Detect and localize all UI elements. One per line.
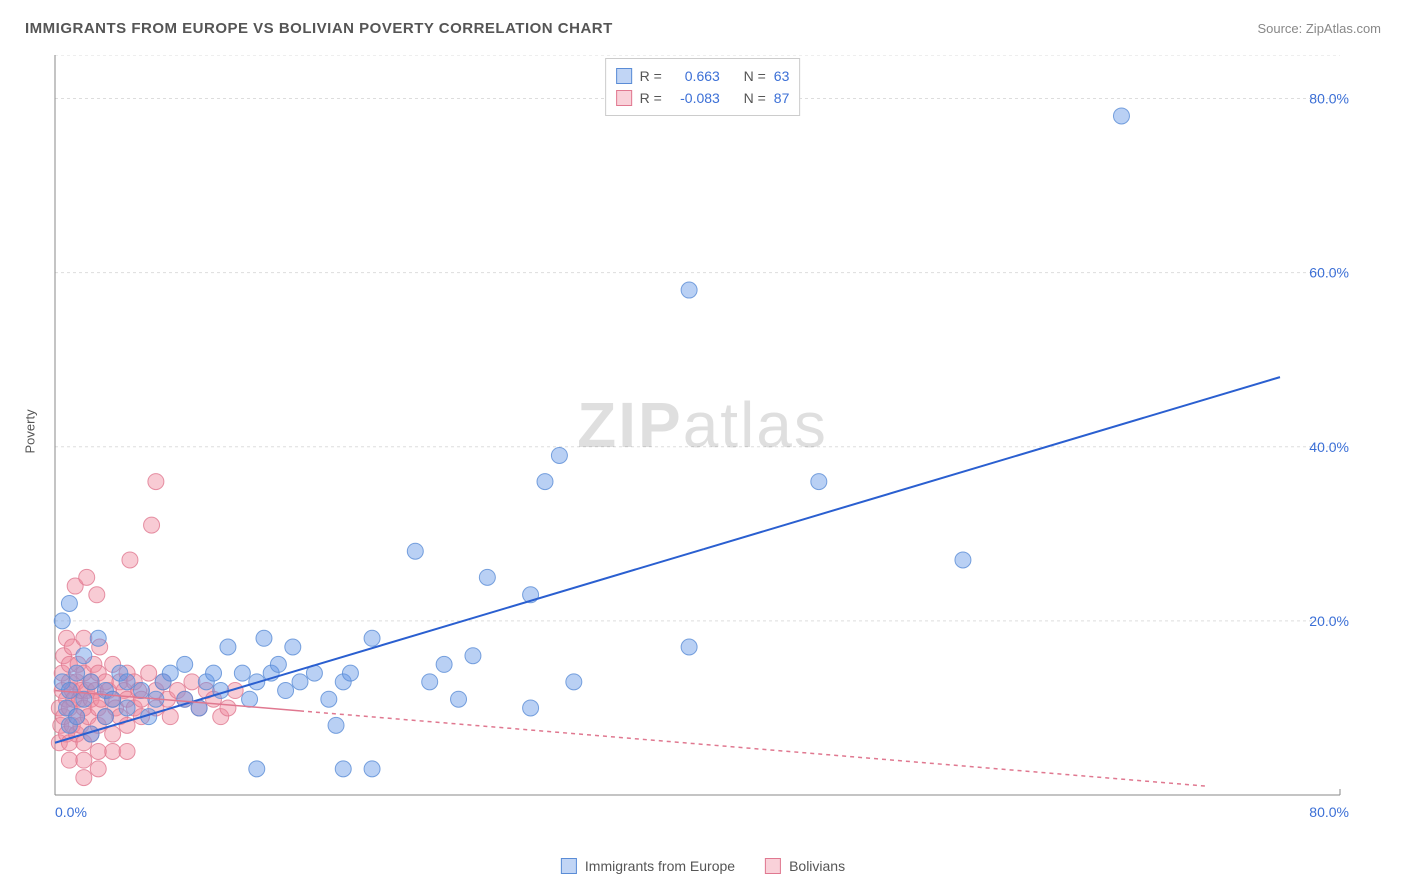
svg-text:20.0%: 20.0% bbox=[1309, 613, 1349, 629]
swatch-pink-icon bbox=[765, 858, 781, 874]
y-axis-label: Poverty bbox=[23, 409, 38, 453]
legend-label-1: Immigrants from Europe bbox=[585, 858, 735, 874]
legend-item-bolivians: Bolivians bbox=[765, 858, 845, 874]
swatch-blue-icon bbox=[561, 858, 577, 874]
chart-title: IMMIGRANTS FROM EUROPE VS BOLIVIAN POVER… bbox=[25, 20, 613, 37]
stat-r-label-2: R = bbox=[640, 87, 662, 109]
swatch-blue-icon bbox=[616, 68, 632, 84]
stat-n-label: N = bbox=[744, 65, 766, 87]
scatter-chart: 20.0% 40.0% 60.0% 80.0% 0.0% 80.0% bbox=[50, 55, 1355, 825]
stat-n-value-2: 87 bbox=[774, 87, 790, 109]
svg-text:40.0%: 40.0% bbox=[1309, 439, 1349, 455]
legend-item-europe: Immigrants from Europe bbox=[561, 858, 735, 874]
svg-text:80.0%: 80.0% bbox=[1309, 91, 1349, 107]
svg-text:60.0%: 60.0% bbox=[1309, 265, 1349, 281]
source-label: Source: ZipAtlas.com bbox=[1257, 21, 1381, 36]
chart-area: R = 0.663 N = 63 R = -0.083 N = 87 ZIPat… bbox=[50, 55, 1355, 825]
stat-n-value-1: 63 bbox=[774, 65, 790, 87]
svg-text:80.0%: 80.0% bbox=[1309, 804, 1349, 820]
stat-r-label: R = bbox=[640, 65, 662, 87]
stat-n-label-2: N = bbox=[744, 87, 766, 109]
legend-label-2: Bolivians bbox=[789, 858, 845, 874]
stats-row-series-1: R = 0.663 N = 63 bbox=[616, 65, 790, 87]
stat-r-value-1: 0.663 bbox=[670, 65, 720, 87]
stat-r-value-2: -0.083 bbox=[670, 87, 720, 109]
stats-row-series-2: R = -0.083 N = 87 bbox=[616, 87, 790, 109]
svg-text:0.0%: 0.0% bbox=[55, 804, 87, 820]
swatch-pink-icon bbox=[616, 90, 632, 106]
bottom-legend: Immigrants from Europe Bolivians bbox=[561, 858, 845, 874]
stats-legend-box: R = 0.663 N = 63 R = -0.083 N = 87 bbox=[605, 58, 801, 116]
